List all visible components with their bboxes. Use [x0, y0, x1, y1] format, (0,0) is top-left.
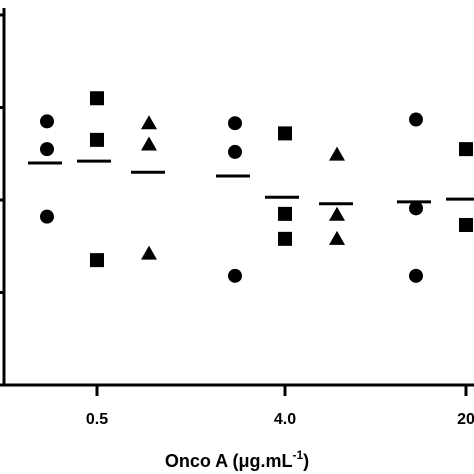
- point-4.0-circle-1: [228, 144, 242, 159]
- point-0.5-square-0: [90, 91, 104, 106]
- point-0.5-circle-1: [40, 142, 54, 157]
- point-0.5-triangle-1: [141, 136, 157, 151]
- point-0.5-square-2: [90, 253, 104, 268]
- point-20-square-0: [459, 142, 473, 157]
- x-axis: 0.5 4.0 20: [4, 383, 474, 428]
- mean-lines: [28, 159, 474, 206]
- point-20-circle-1: [409, 201, 423, 216]
- point-4.0-circle-2: [228, 268, 242, 283]
- x-tick-label-0: 0.5: [86, 411, 108, 428]
- point-4.0-square-1: [278, 206, 292, 221]
- point-0.5-triangle-2: [141, 245, 157, 260]
- point-4.0-circle-0: [228, 116, 242, 131]
- x-tick-label-2: 20: [457, 411, 474, 428]
- x-axis-title: Onco A (μg.mL-1): [165, 448, 309, 471]
- point-4.0-triangle-0: [329, 146, 345, 161]
- point-20-circle-2: [409, 268, 423, 283]
- point-0.5-circle-2: [40, 209, 54, 224]
- data-markers: [40, 91, 473, 283]
- point-0.5-square-1: [90, 132, 104, 147]
- point-0.5-circle-0: [40, 114, 54, 129]
- point-4.0-square-0: [278, 126, 292, 141]
- point-4.0-square-2: [278, 231, 292, 246]
- y-axis: [0, 8, 6, 387]
- point-4.0-triangle-1: [329, 206, 345, 221]
- point-20-circle-0: [409, 112, 423, 127]
- point-4.0-triangle-2: [329, 230, 345, 245]
- point-20-square-1: [459, 217, 473, 232]
- x-axis-title-superscript: -1: [293, 448, 304, 462]
- point-0.5-triangle-0: [141, 115, 157, 130]
- x-tick-label-1: 4.0: [274, 411, 296, 428]
